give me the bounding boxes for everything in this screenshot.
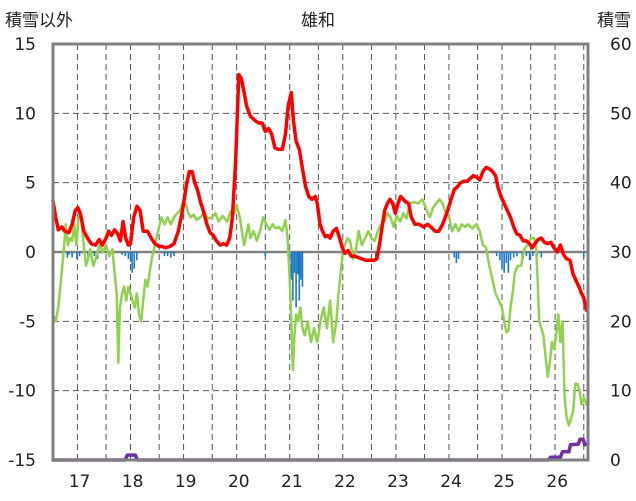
precip-bar-1 <box>68 252 70 255</box>
precip-bar-19 <box>170 252 172 258</box>
left-tick-label-1: 10 <box>14 104 36 124</box>
precip-bar-28 <box>300 252 302 280</box>
temperature-line <box>51 72 589 312</box>
precip-bar-32 <box>455 252 458 264</box>
precip-bar-39 <box>507 252 510 273</box>
left-axis-label: 積雪以外 <box>5 11 73 31</box>
precip-bar-41 <box>512 252 515 258</box>
left-tick-label-4: -5 <box>19 312 36 332</box>
precip-bar-29 <box>301 252 304 287</box>
precip-bar-27 <box>298 252 301 301</box>
precip-bar-34 <box>495 252 498 257</box>
left-tick-label-3: 0 <box>25 243 36 263</box>
precip-bar-18 <box>166 252 169 257</box>
right-tick-label-4: 20 <box>610 312 632 332</box>
precip-bar-21 <box>264 252 267 257</box>
precip-bar-20 <box>173 252 175 257</box>
right-tick-label-3: 30 <box>610 243 632 263</box>
right-axis-label: 積雪 <box>597 11 631 31</box>
precip-bar-37 <box>503 252 505 273</box>
precip-bar-48 <box>540 252 543 258</box>
precipitation-bars <box>66 252 585 308</box>
precip-bar-10 <box>121 252 123 255</box>
left-tick-label-2: 5 <box>25 174 36 194</box>
precip-bar-44 <box>525 252 528 257</box>
right-tick-label-2: 40 <box>610 174 632 194</box>
precip-bar-24 <box>293 252 296 273</box>
x-tick-label-8: 25 <box>493 472 515 492</box>
precip-bar-36 <box>501 252 503 269</box>
left-tick-label-6: -15 <box>8 451 36 471</box>
x-tick-label-2: 19 <box>175 472 197 492</box>
x-tick-label-6: 23 <box>387 472 409 492</box>
precip-bar-15 <box>133 252 136 269</box>
right-tick-label-1: 50 <box>610 104 632 124</box>
precip-bar-31 <box>453 252 456 258</box>
precip-bar-30 <box>374 252 377 258</box>
chart-title: 雄和 <box>301 11 335 31</box>
precip-bar-4 <box>78 252 81 257</box>
precip-bar-23 <box>292 252 294 301</box>
precip-bar-45 <box>528 252 531 261</box>
x-tick-label-7: 24 <box>440 472 462 492</box>
plot-frame <box>51 42 590 462</box>
humidity-like-line <box>51 198 588 427</box>
x-tick-label-3: 20 <box>228 472 250 492</box>
right-tick-label-5: 10 <box>610 382 632 402</box>
precip-bar-17 <box>163 252 166 257</box>
precip-bar-3 <box>76 252 78 259</box>
right-tick-label-0: 60 <box>610 35 632 55</box>
precip-bar-14 <box>131 252 133 273</box>
precip-bar-12 <box>127 252 130 259</box>
line-series-layer <box>51 72 590 462</box>
precip-bar-13 <box>129 252 132 262</box>
precip-bar-42 <box>516 252 518 257</box>
precip-bar-40 <box>509 252 512 261</box>
right-tick-label-6: 0 <box>610 451 621 471</box>
snow-depth-line <box>51 437 590 462</box>
precip-bar-0 <box>66 252 69 258</box>
x-tick-label-5: 22 <box>334 472 356 492</box>
x-tick-label-9: 26 <box>546 472 568 492</box>
left-tick-label-5: -10 <box>8 382 36 402</box>
precip-bar-33 <box>457 252 460 259</box>
precip-bar-8 <box>93 252 96 257</box>
precip-bar-11 <box>124 252 126 257</box>
x-tick-label-0: 17 <box>69 472 91 492</box>
precip-bar-25 <box>295 252 297 308</box>
precip-bar-46 <box>532 252 534 257</box>
precip-bar-49 <box>582 252 585 258</box>
x-tick-label-1: 18 <box>122 472 144 492</box>
precip-bar-22 <box>290 252 293 280</box>
precip-bar-35 <box>499 252 501 261</box>
precip-bar-16 <box>136 252 138 261</box>
left-tick-label-0: 15 <box>14 35 36 55</box>
x-tick-label-4: 21 <box>281 472 303 492</box>
precip-bar-38 <box>505 252 508 264</box>
precip-bar-2 <box>71 252 73 258</box>
grid-layer <box>53 44 588 460</box>
precip-bar-26 <box>296 252 299 275</box>
